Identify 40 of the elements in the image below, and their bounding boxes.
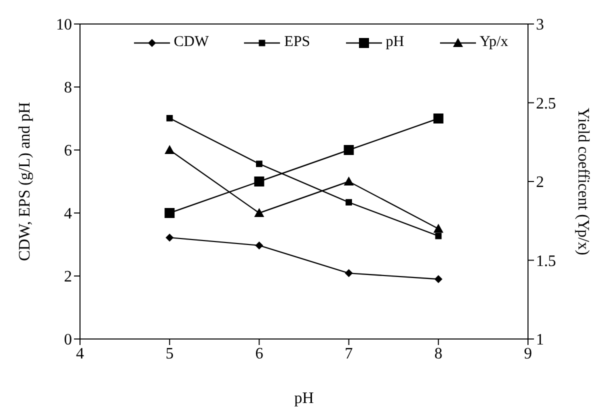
y2-tick-label: 1.5: [536, 252, 556, 270]
point: [435, 232, 442, 240]
legend-label: CDW: [172, 34, 209, 51]
x-tick-label: 6: [255, 345, 264, 362]
y2-tick-label: 2: [536, 174, 544, 192]
point: [344, 269, 353, 278]
legend-label: pH: [384, 34, 404, 51]
point: [344, 145, 354, 155]
legend-label: Yp/x: [478, 34, 508, 51]
point: [166, 234, 174, 242]
y2-tick-label: 1: [536, 332, 544, 349]
y2-tick-label: 2.5: [536, 95, 556, 112]
y-axis-title: CDW, EPS (g/L) and pH: [16, 102, 34, 261]
y-tick-label: 6: [64, 142, 72, 160]
point: [254, 208, 264, 217]
point: [166, 114, 173, 122]
point: [434, 275, 442, 284]
legend-label: EPS: [283, 34, 310, 51]
y-tick-label: 4: [64, 206, 72, 223]
y-tick-label: 2: [64, 268, 72, 286]
y-tick-label: 10: [56, 16, 72, 34]
y2-tick-label: 3: [536, 16, 544, 34]
x-tick-label: 5: [166, 345, 174, 362]
x-tick-label: 9: [524, 345, 532, 362]
y2-axis-title: Yield coefficent (Yp/x): [574, 108, 592, 256]
point: [433, 114, 444, 124]
point: [433, 224, 444, 233]
point: [344, 176, 354, 186]
point: [164, 208, 175, 218]
point: [346, 199, 352, 206]
point: [255, 241, 264, 250]
y-tick-label: 8: [64, 80, 72, 97]
x-tick-label: 7: [344, 345, 353, 362]
point: [254, 176, 264, 186]
point: [256, 160, 262, 168]
point: [164, 145, 175, 154]
x-tick-label: 8: [434, 345, 442, 362]
y-tick-label: 0: [64, 332, 72, 349]
x-tick-label: 4: [76, 345, 84, 362]
x-axis-title: pH: [294, 390, 314, 407]
